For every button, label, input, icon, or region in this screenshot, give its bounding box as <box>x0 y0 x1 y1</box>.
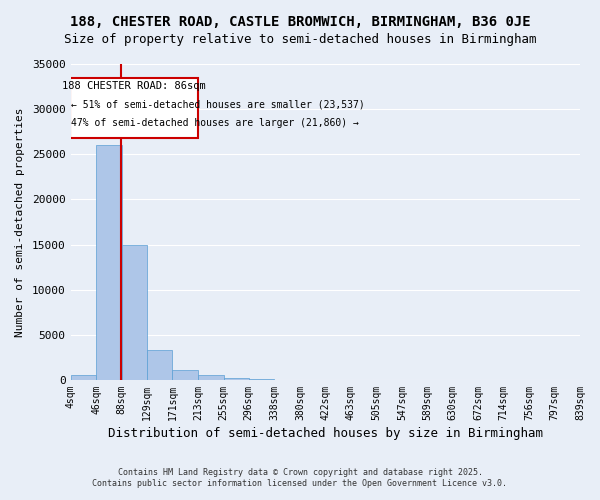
Text: ← 51% of semi-detached houses are smaller (23,537): ← 51% of semi-detached houses are smalle… <box>71 100 365 110</box>
Text: 188 CHESTER ROAD: 86sqm: 188 CHESTER ROAD: 86sqm <box>62 80 206 90</box>
Y-axis label: Number of semi-detached properties: Number of semi-detached properties <box>15 107 25 336</box>
Text: Size of property relative to semi-detached houses in Birmingham: Size of property relative to semi-detach… <box>64 32 536 46</box>
Bar <box>198 376 224 380</box>
Bar <box>147 350 172 380</box>
Bar <box>122 244 147 380</box>
Text: 188, CHESTER ROAD, CASTLE BROMWICH, BIRMINGHAM, B36 0JE: 188, CHESTER ROAD, CASTLE BROMWICH, BIRM… <box>70 15 530 29</box>
Text: 47% of semi-detached houses are larger (21,860) →: 47% of semi-detached houses are larger (… <box>71 118 359 128</box>
Bar <box>224 378 249 380</box>
X-axis label: Distribution of semi-detached houses by size in Birmingham: Distribution of semi-detached houses by … <box>108 427 543 440</box>
Bar <box>172 370 198 380</box>
Bar <box>71 376 96 380</box>
FancyBboxPatch shape <box>70 78 198 138</box>
Text: Contains HM Land Registry data © Crown copyright and database right 2025.
Contai: Contains HM Land Registry data © Crown c… <box>92 468 508 487</box>
Bar <box>96 145 122 380</box>
